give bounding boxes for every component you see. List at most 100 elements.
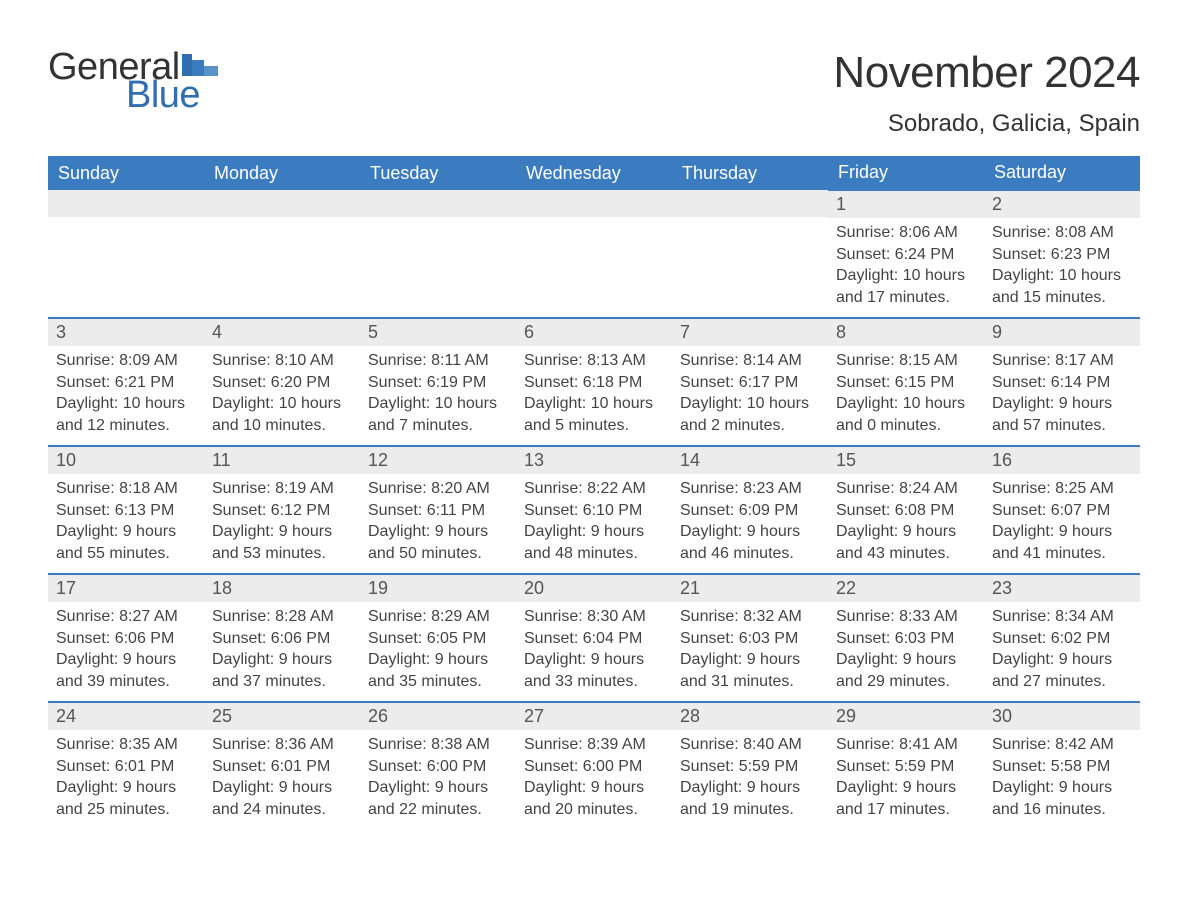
day-details: Sunrise: 8:30 AMSunset: 6:04 PMDaylight:… [516, 602, 672, 698]
sunset-line: Sunset: 5:59 PM [680, 756, 820, 778]
logo: General Blue [48, 48, 220, 114]
calendar-day-cell: 5Sunrise: 8:11 AMSunset: 6:19 PMDaylight… [360, 318, 516, 446]
calendar-empty-cell [204, 190, 360, 318]
calendar-day-cell: 8Sunrise: 8:15 AMSunset: 6:15 PMDaylight… [828, 318, 984, 446]
daylight-line-1: Daylight: 9 hours [992, 649, 1132, 671]
day-details: Sunrise: 8:10 AMSunset: 6:20 PMDaylight:… [204, 346, 360, 442]
daylight-line-2: and 25 minutes. [56, 799, 196, 821]
daylight-line-1: Daylight: 10 hours [212, 393, 352, 415]
calendar-table: Sunday Monday Tuesday Wednesday Thursday… [48, 156, 1140, 830]
daylight-line-2: and 22 minutes. [368, 799, 508, 821]
sunrise-line: Sunrise: 8:14 AM [680, 350, 820, 372]
day-number: 2 [984, 191, 1140, 218]
day-details: Sunrise: 8:35 AMSunset: 6:01 PMDaylight:… [48, 730, 204, 826]
day-details: Sunrise: 8:27 AMSunset: 6:06 PMDaylight:… [48, 602, 204, 698]
empty-day-strip [48, 190, 204, 217]
day-number: 5 [360, 319, 516, 346]
calendar-day-cell: 9Sunrise: 8:17 AMSunset: 6:14 PMDaylight… [984, 318, 1140, 446]
empty-day-strip [360, 190, 516, 217]
calendar-day-cell: 15Sunrise: 8:24 AMSunset: 6:08 PMDayligh… [828, 446, 984, 574]
daylight-line-2: and 12 minutes. [56, 415, 196, 437]
day-number: 15 [828, 447, 984, 474]
daylight-line-2: and 57 minutes. [992, 415, 1132, 437]
daylight-line-1: Daylight: 10 hours [836, 393, 976, 415]
day-number: 3 [48, 319, 204, 346]
weekday-header: Thursday [672, 156, 828, 190]
sunset-line: Sunset: 6:18 PM [524, 372, 664, 394]
sunrise-line: Sunrise: 8:18 AM [56, 478, 196, 500]
sunrise-line: Sunrise: 8:39 AM [524, 734, 664, 756]
logo-word-blue: Blue [126, 76, 220, 114]
sunset-line: Sunset: 6:00 PM [368, 756, 508, 778]
daylight-line-1: Daylight: 9 hours [368, 649, 508, 671]
day-details: Sunrise: 8:28 AMSunset: 6:06 PMDaylight:… [204, 602, 360, 698]
sunrise-line: Sunrise: 8:33 AM [836, 606, 976, 628]
calendar-day-cell: 10 Sunrise: 8:18 AMSunset: 6:13 PMDayligh… [48, 446, 204, 574]
weekday-header: Friday [828, 156, 984, 190]
sunset-line: Sunset: 6:14 PM [992, 372, 1132, 394]
sunrise-line: Sunrise: 8:24 AM [836, 478, 976, 500]
day-number: 21 [672, 575, 828, 602]
day-number: 9 [984, 319, 1140, 346]
calendar-day-cell: 2Sunrise: 8:08 AMSunset: 6:23 PMDaylight… [984, 190, 1140, 318]
sunset-line: Sunset: 6:02 PM [992, 628, 1132, 650]
daylight-line-2: and 39 minutes. [56, 671, 196, 693]
daylight-line-1: Daylight: 9 hours [56, 649, 196, 671]
daylight-line-2: and 31 minutes. [680, 671, 820, 693]
calendar-day-cell: 30Sunrise: 8:42 AMSunset: 5:58 PMDayligh… [984, 702, 1140, 830]
day-details: Sunrise: 8:42 AMSunset: 5:58 PMDaylight:… [984, 730, 1140, 826]
daylight-line-2: and 37 minutes. [212, 671, 352, 693]
sunrise-line: Sunrise: 8:06 AM [836, 222, 976, 244]
daylight-line-1: Daylight: 9 hours [836, 777, 976, 799]
weekday-header: Monday [204, 156, 360, 190]
daylight-line-1: Daylight: 9 hours [680, 777, 820, 799]
calendar-day-cell: 26Sunrise: 8:38 AMSunset: 6:00 PMDayligh… [360, 702, 516, 830]
calendar-week-row: 17Sunrise: 8:27 AMSunset: 6:06 PMDayligh… [48, 574, 1140, 702]
sunset-line: Sunset: 6:17 PM [680, 372, 820, 394]
title-block: November 2024 Sobrado, Galicia, Spain [833, 48, 1140, 138]
empty-day-strip [672, 190, 828, 217]
day-number: 13 [516, 447, 672, 474]
empty-day-strip [204, 190, 360, 217]
daylight-line-2: and 16 minutes. [992, 799, 1132, 821]
day-details: Sunrise: 8:15 AMSunset: 6:15 PMDaylight:… [828, 346, 984, 442]
daylight-line-1: Daylight: 9 hours [680, 649, 820, 671]
daylight-line-1: Daylight: 10 hours [56, 393, 196, 415]
day-details: Sunrise: 8:39 AMSunset: 6:00 PMDaylight:… [516, 730, 672, 826]
day-number: 26 [360, 703, 516, 730]
calendar-day-cell: 23Sunrise: 8:34 AMSunset: 6:02 PMDayligh… [984, 574, 1140, 702]
sunrise-line: Sunrise: 8:36 AM [212, 734, 352, 756]
daylight-line-1: Daylight: 9 hours [212, 649, 352, 671]
sunset-line: Sunset: 6:06 PM [212, 628, 352, 650]
sunset-line: Sunset: 6:13 PM [56, 500, 196, 522]
calendar-day-cell: 20Sunrise: 8:30 AMSunset: 6:04 PMDayligh… [516, 574, 672, 702]
daylight-line-1: Daylight: 9 hours [992, 393, 1132, 415]
day-details: Sunrise: 8:14 AMSunset: 6:17 PMDaylight:… [672, 346, 828, 442]
daylight-line-1: Daylight: 9 hours [56, 777, 196, 799]
sunrise-line: Sunrise: 8:38 AM [368, 734, 508, 756]
calendar-day-cell: 27Sunrise: 8:39 AMSunset: 6:00 PMDayligh… [516, 702, 672, 830]
daylight-line-2: and 5 minutes. [524, 415, 664, 437]
day-number: 23 [984, 575, 1140, 602]
day-details: Sunrise: 8:36 AMSunset: 6:01 PMDaylight:… [204, 730, 360, 826]
sunrise-line: Sunrise: 8:15 AM [836, 350, 976, 372]
daylight-line-1: Daylight: 9 hours [56, 521, 196, 543]
calendar-day-cell: 1Sunrise: 8:06 AMSunset: 6:24 PMDaylight… [828, 190, 984, 318]
calendar-day-cell: 18Sunrise: 8:28 AMSunset: 6:06 PMDayligh… [204, 574, 360, 702]
daylight-line-1: Daylight: 9 hours [836, 521, 976, 543]
calendar-day-cell: 12Sunrise: 8:20 AMSunset: 6:11 PMDayligh… [360, 446, 516, 574]
day-details: Sunrise: 8:24 AMSunset: 6:08 PMDaylight:… [828, 474, 984, 570]
day-number: 12 [360, 447, 516, 474]
calendar-empty-cell [48, 190, 204, 318]
sunset-line: Sunset: 6:12 PM [212, 500, 352, 522]
day-number: 10 [48, 447, 204, 474]
sunset-line: Sunset: 6:03 PM [680, 628, 820, 650]
sunrise-line: Sunrise: 8:09 AM [56, 350, 196, 372]
calendar-day-cell: 28Sunrise: 8:40 AMSunset: 5:59 PMDayligh… [672, 702, 828, 830]
daylight-line-2: and 15 minutes. [992, 287, 1132, 309]
daylight-line-1: Daylight: 9 hours [992, 777, 1132, 799]
day-number: 29 [828, 703, 984, 730]
calendar-body: 1Sunrise: 8:06 AMSunset: 6:24 PMDaylight… [48, 190, 1140, 830]
day-number: 24 [48, 703, 204, 730]
sunrise-line: Sunrise: 8:27 AM [56, 606, 196, 628]
